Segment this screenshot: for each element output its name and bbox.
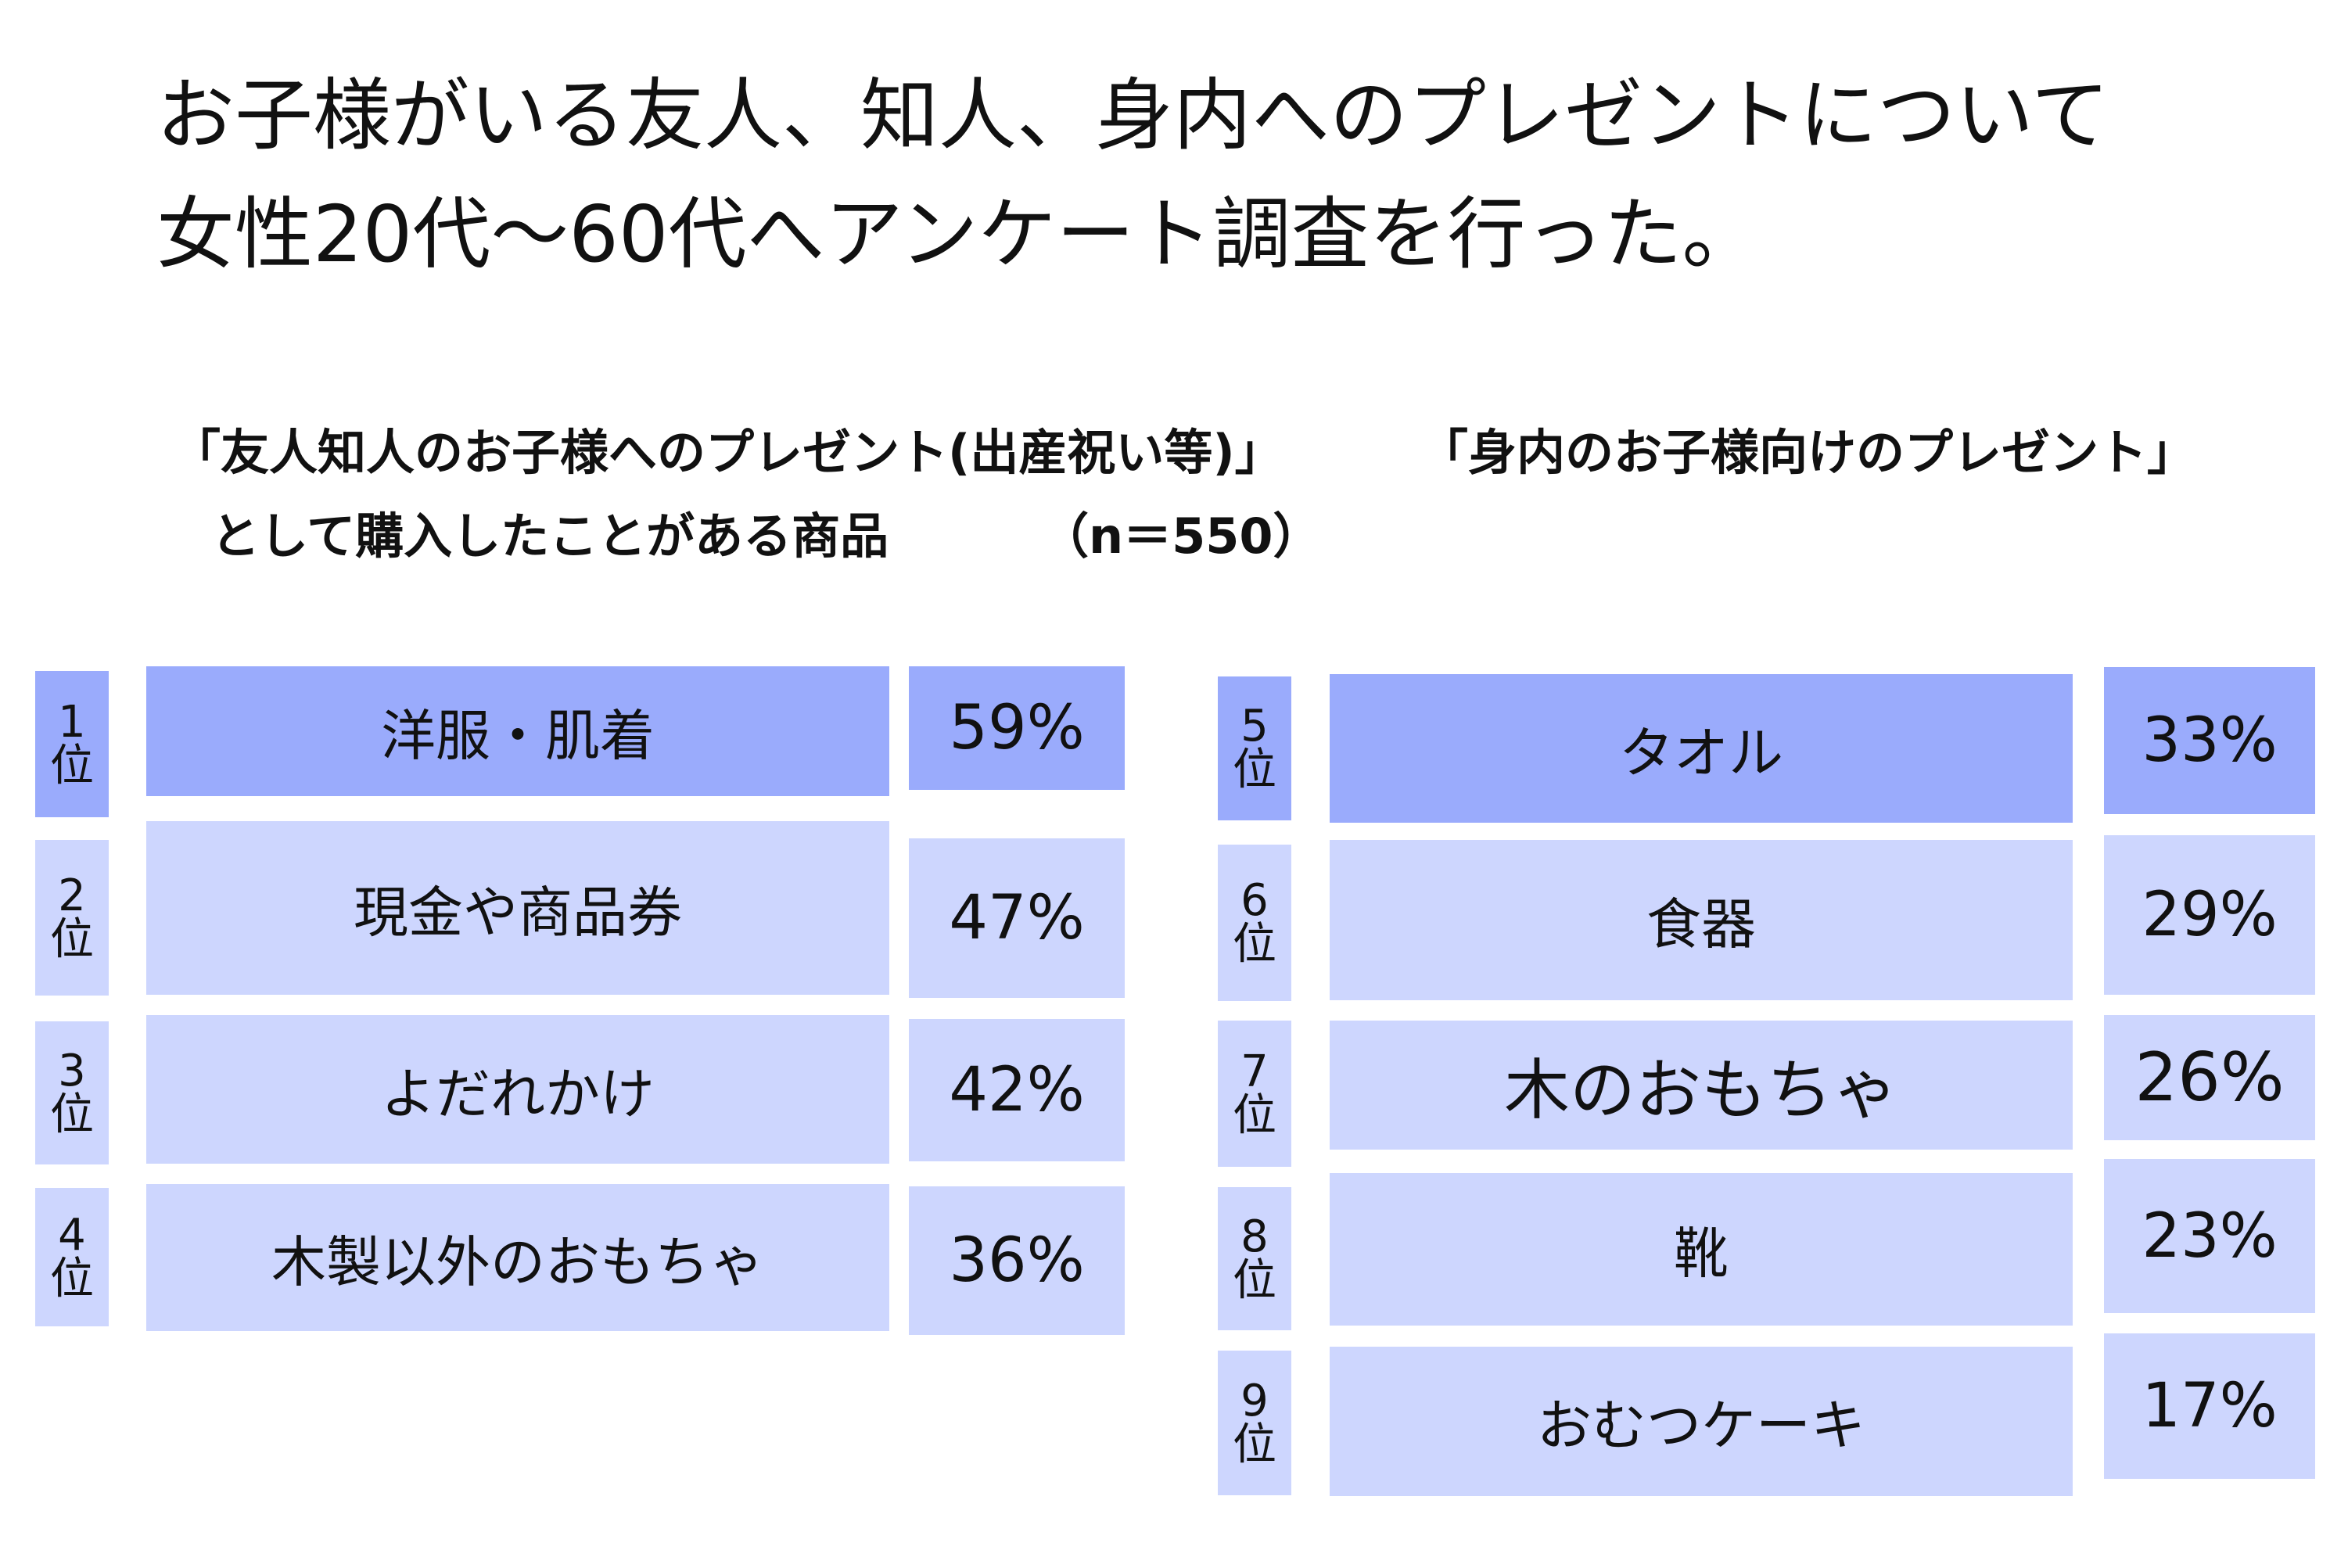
rank-suffix: 位 [1233,1089,1276,1141]
rank-suffix: 位 [50,1253,94,1304]
rank-number: 2 [58,870,86,921]
rank-number: 5 [1240,701,1269,752]
item-percent-5: 33% [2104,667,2315,814]
item-percent-9: 17% [2104,1333,2315,1479]
item-percent-7: 26% [2104,1015,2315,1140]
rank-number: 7 [1240,1046,1269,1097]
heading-line-2: 女性20代～60代へアンケート調査を行った。 [156,188,1761,280]
item-label-8: 靴 [1330,1173,2073,1326]
item-label-9: おむつケーキ [1330,1347,2073,1496]
item-percent-8: 23% [2104,1159,2315,1313]
rank-number: 9 [1240,1375,1269,1426]
item-percent-4: 36% [909,1186,1125,1335]
item-percent-3: 42% [909,1019,1125,1161]
item-label-3: よだれかけ [146,1015,889,1164]
item-label-7: 木のおもちゃ [1330,1021,2073,1150]
heading-line-1: お子様がいる友人、知人、身内へのプレゼントについて [156,70,2109,161]
rank-number: 1 [58,696,86,748]
item-label-4: 木製以外のおもちゃ [146,1184,889,1331]
rank-number: 4 [58,1209,86,1261]
rank-suffix: 位 [1233,1254,1276,1306]
rank-suffix: 位 [50,740,94,791]
rank-suffix: 位 [50,913,94,965]
rank-suffix: 位 [1233,745,1276,795]
item-label-5: タオル [1330,674,2073,823]
rank-number: 3 [58,1045,86,1096]
item-label-2: 現金や商品券 [146,821,889,995]
subtitle-line-2: として購入したことがある商品 [211,508,889,565]
subtitle-left: 「友人知人のお子様へのプレゼント(出産祝い等)」 [172,424,1284,481]
sample-size: （n＝550） [1040,508,1322,565]
rank-suffix: 位 [1233,919,1276,970]
item-label-1: 洋服・肌着 [146,666,889,796]
rank-number: 6 [1240,875,1269,926]
item-label-6: 食器 [1330,840,2073,1000]
item-percent-6: 29% [2104,835,2315,995]
rank-suffix: 位 [1233,1419,1276,1470]
rank-suffix: 位 [50,1089,94,1140]
subtitle-right: 「身内のお子様向けのプレゼント」 [1420,424,2196,481]
item-percent-1: 59% [909,666,1125,790]
rank-number: 8 [1240,1211,1269,1262]
item-percent-2: 47% [909,838,1125,998]
